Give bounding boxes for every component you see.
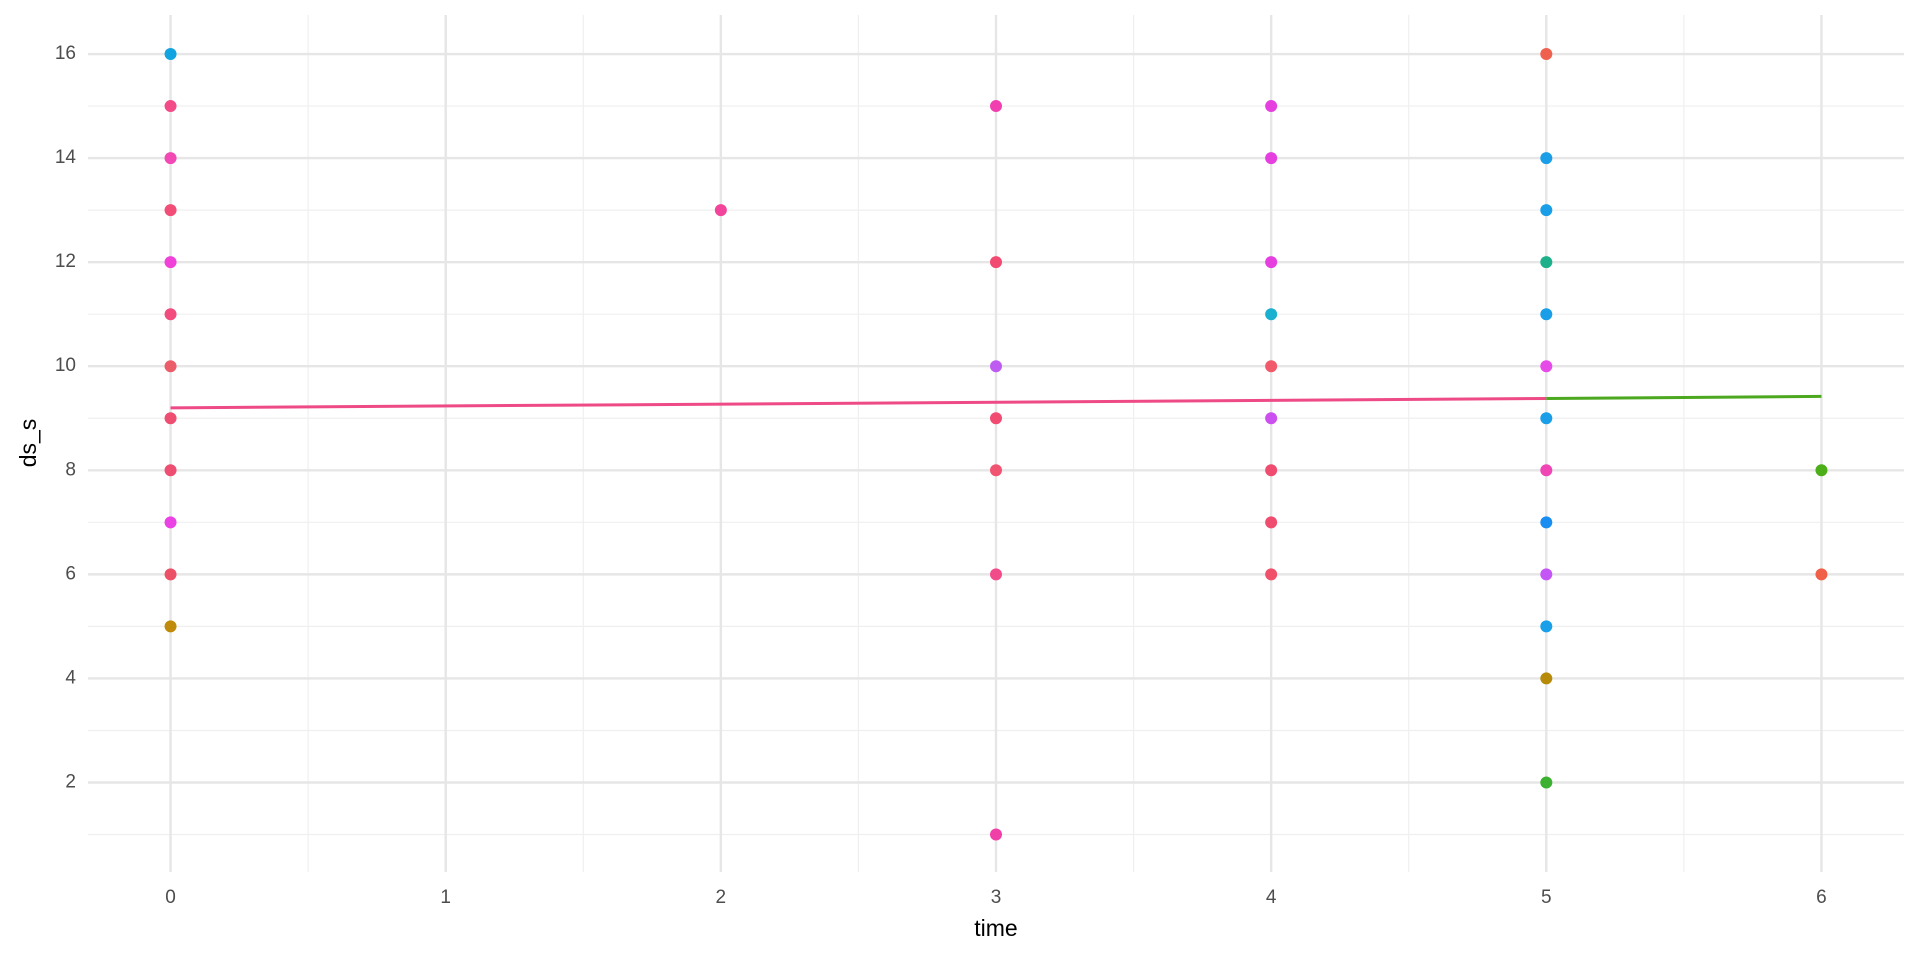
point bbox=[164, 100, 177, 113]
point bbox=[1540, 620, 1553, 633]
y-tick-label: 2 bbox=[65, 772, 76, 793]
y-tick-label: 14 bbox=[55, 147, 77, 168]
x-tick-label: 2 bbox=[716, 887, 727, 908]
point bbox=[1265, 256, 1278, 269]
y-tick-label: 6 bbox=[65, 563, 76, 584]
x-tick-label: 6 bbox=[1816, 887, 1827, 908]
point bbox=[1540, 516, 1553, 529]
point bbox=[1815, 464, 1828, 477]
point bbox=[164, 152, 177, 165]
y-tick-label: 4 bbox=[65, 667, 76, 688]
y-tick-label: 8 bbox=[65, 459, 76, 480]
point bbox=[1815, 568, 1828, 581]
x-tick-label: 0 bbox=[165, 887, 176, 908]
point bbox=[714, 204, 727, 217]
point bbox=[990, 568, 1002, 581]
point bbox=[1540, 308, 1553, 321]
point bbox=[1265, 412, 1278, 425]
point bbox=[164, 308, 177, 321]
point bbox=[164, 204, 177, 217]
point bbox=[1540, 568, 1553, 581]
point bbox=[1540, 672, 1553, 685]
point bbox=[164, 360, 177, 373]
x-axis-title: time bbox=[974, 915, 1017, 941]
point bbox=[164, 620, 177, 633]
x-tick-label: 3 bbox=[991, 887, 1002, 908]
y-tick-label: 10 bbox=[55, 355, 76, 376]
point bbox=[1265, 464, 1278, 477]
point bbox=[990, 464, 1002, 477]
point bbox=[1540, 464, 1553, 477]
point bbox=[1265, 360, 1278, 373]
point bbox=[1540, 48, 1553, 61]
point bbox=[1540, 256, 1553, 269]
trend-line bbox=[170, 396, 1547, 410]
point bbox=[1540, 152, 1553, 165]
point bbox=[164, 464, 177, 477]
x-tick-label: 1 bbox=[440, 887, 451, 908]
x-tick-label: 4 bbox=[1266, 887, 1277, 908]
point bbox=[1265, 516, 1278, 529]
point bbox=[164, 412, 177, 425]
trend-line bbox=[1546, 394, 1822, 400]
point bbox=[990, 256, 1002, 269]
point bbox=[1540, 204, 1553, 217]
point bbox=[990, 828, 1002, 841]
point bbox=[1265, 100, 1278, 113]
point bbox=[990, 412, 1002, 425]
point bbox=[1540, 776, 1553, 789]
point bbox=[1540, 412, 1553, 425]
point bbox=[164, 256, 177, 269]
point bbox=[1540, 360, 1553, 373]
point bbox=[1265, 152, 1278, 165]
point bbox=[164, 516, 177, 529]
point bbox=[1265, 308, 1278, 321]
point bbox=[164, 48, 177, 61]
point bbox=[164, 568, 177, 581]
point bbox=[1265, 568, 1278, 581]
y-axis-title: ds_s bbox=[15, 419, 41, 468]
y-tick-label: 16 bbox=[55, 43, 76, 64]
point bbox=[990, 360, 1002, 373]
y-tick-label: 12 bbox=[55, 251, 76, 272]
point bbox=[990, 100, 1002, 113]
x-tick-label: 5 bbox=[1541, 887, 1552, 908]
